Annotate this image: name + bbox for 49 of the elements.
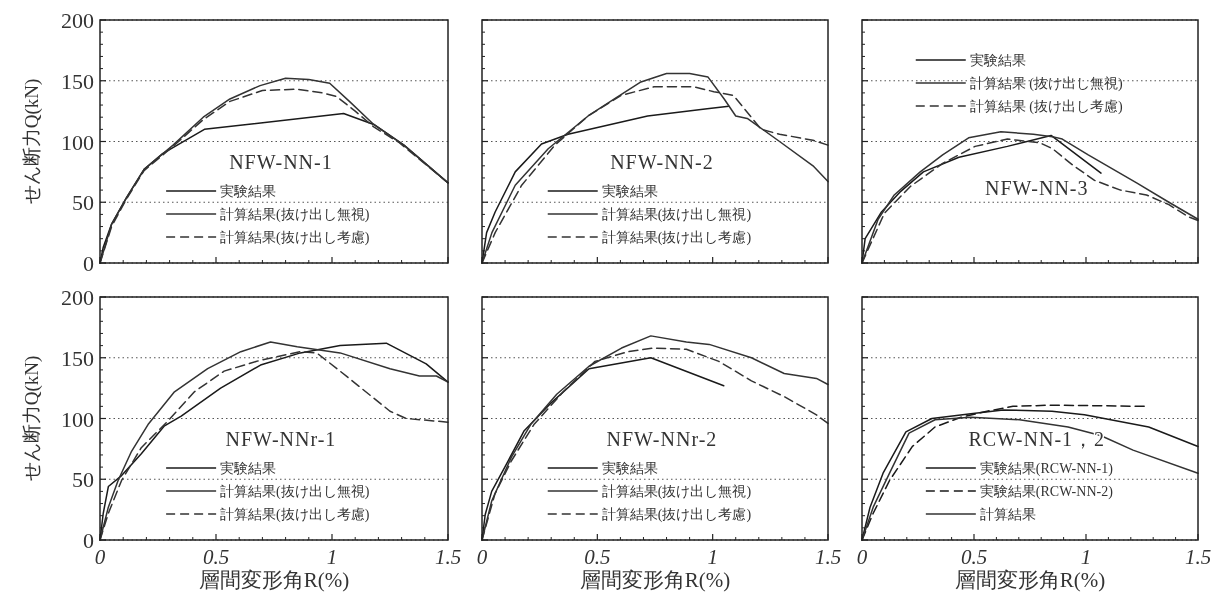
x-tick-label: 0.5 <box>584 545 611 569</box>
y-tick-label: 0 <box>83 528 94 553</box>
legend-label: 実験結果 <box>220 461 277 476</box>
y-axis-title: せん断力Q(kN) <box>21 355 43 482</box>
text: NFW-NN-2 <box>610 151 714 173</box>
y-tick-label: 100 <box>61 406 94 432</box>
x-tick-label: 1 <box>707 545 718 569</box>
x-tick-label: 1 <box>326 545 338 569</box>
legend-label: 計算結果(抜け出し無視) <box>601 484 752 500</box>
y-tick-label: 0 <box>83 251 94 276</box>
x-tick-label: 1 <box>1080 545 1092 569</box>
x-axis-title: 層間変形角R(%) <box>954 568 1106 592</box>
x-tick-label: 0 <box>856 545 868 569</box>
legend-label: 計算結果(抜け出し無視) <box>220 207 370 223</box>
legend-label: 実験結果 <box>220 184 277 199</box>
legend-label: 実験結果 <box>969 53 1026 68</box>
text: NFW-NN-1 <box>229 151 333 173</box>
text: NFW-NN-3 <box>984 176 1089 199</box>
legend-label: 計算結果 (抜け出し無視) <box>969 76 1123 92</box>
legend-label: 実験結果 <box>601 184 658 199</box>
x-axis-title: 層間変形角R(%) <box>579 568 731 592</box>
y-tick-label: 200 <box>61 8 94 33</box>
x-tick-label: 0.5 <box>202 545 230 569</box>
legend-label: 計算結果(抜け出し無視) <box>601 207 752 223</box>
legend-label: 計算結果(抜け出し考慮) <box>220 230 370 246</box>
y-tick-label: 200 <box>61 285 94 310</box>
legend-label: 計算結果 (抜け出し考慮) <box>969 99 1123 115</box>
legend-label: 計算結果(抜け出し考慮) <box>601 507 752 523</box>
legend-label: 実験結果(RCW-NN-1) <box>979 461 1114 477</box>
x-tick-label: 0 <box>476 545 488 569</box>
y-tick-label: 50 <box>72 190 94 216</box>
x-tick-label: 1.5 <box>434 545 462 569</box>
legend-label: 計算結果(抜け出し無視) <box>220 484 370 500</box>
x-tick-label: 0.5 <box>960 545 988 569</box>
y-tick-label: 100 <box>61 129 94 155</box>
y-tick-label: 50 <box>72 467 94 493</box>
legend-label: 計算結果(抜け出し考慮) <box>601 230 752 246</box>
legend-label: 計算結果(抜け出し考慮) <box>220 507 370 523</box>
x-tick-label: 1.5 <box>814 545 842 569</box>
legend-label: 実験結果 <box>601 461 658 476</box>
x-axis-title: 層間変形角R(%) <box>198 568 350 592</box>
legend-label: 実験結果(RCW-NN-2) <box>979 484 1114 500</box>
y-tick-label: 150 <box>61 345 94 371</box>
text: NFW-NNr-2 <box>606 428 718 450</box>
y-axis-title: せん断力Q(kN) <box>21 78 43 205</box>
legend-label: 計算結果 <box>979 507 1036 522</box>
x-tick-label: 1.5 <box>1184 545 1212 569</box>
text: NFW-NNr-1 <box>225 428 337 450</box>
y-tick-label: 150 <box>61 68 94 94</box>
